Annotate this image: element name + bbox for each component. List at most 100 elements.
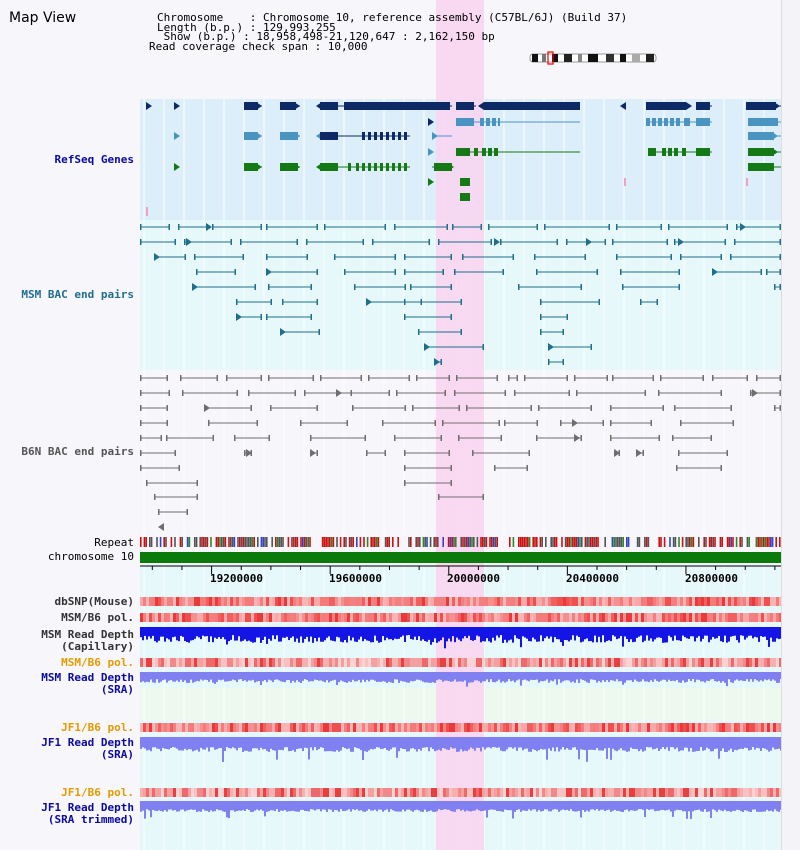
heat-cell xyxy=(605,597,608,606)
heat-cell xyxy=(257,723,260,732)
depth-bar xyxy=(648,737,650,748)
depth-bar xyxy=(666,801,668,811)
depth-bar xyxy=(342,801,344,812)
depth-bar xyxy=(564,737,566,750)
depth-bar xyxy=(560,737,562,750)
depth-bar xyxy=(468,672,470,683)
depth-bar xyxy=(184,737,186,749)
depth-bar xyxy=(570,627,572,640)
depth-bar xyxy=(764,801,766,812)
heat-cell xyxy=(437,723,440,732)
bac-end xyxy=(254,284,256,290)
gene-exon xyxy=(280,132,298,140)
depth-bar xyxy=(490,672,492,680)
bac-end xyxy=(596,269,598,275)
depth-bar xyxy=(554,801,556,810)
depth-bar xyxy=(324,737,326,752)
refseq-genes-label[interactable]: RefSeq Genes xyxy=(54,153,134,166)
heat-cell xyxy=(329,658,332,667)
heat-cell xyxy=(410,788,413,797)
depth-bar xyxy=(376,627,378,641)
depth-bar xyxy=(644,627,646,641)
heat-cell xyxy=(311,658,314,667)
heat-cell xyxy=(380,723,383,732)
depth-bar xyxy=(212,801,214,812)
depth-bar xyxy=(218,627,220,638)
depth-bar xyxy=(444,672,446,681)
depth-bar xyxy=(308,737,310,760)
depth-bar xyxy=(590,801,592,810)
depth-bar xyxy=(436,672,438,681)
heat-cell xyxy=(488,788,491,797)
depth-bar xyxy=(240,801,242,811)
gene-exon xyxy=(320,132,338,140)
depth-bar xyxy=(174,737,176,748)
depth-bar xyxy=(610,672,612,681)
heat-cell xyxy=(257,613,260,622)
bac-end xyxy=(212,224,214,230)
heat-cell xyxy=(446,788,449,797)
depth-bar xyxy=(354,737,356,748)
depth-bar xyxy=(716,672,718,682)
gene-arrow-icon xyxy=(146,102,152,110)
depth-bar xyxy=(498,672,500,680)
repeat-mark xyxy=(685,537,687,547)
heat-cell xyxy=(344,788,347,797)
depth-bar xyxy=(448,672,450,682)
heat-cell xyxy=(299,597,302,606)
depth-bar xyxy=(752,627,754,639)
depth-bar xyxy=(746,672,748,680)
heat-cell xyxy=(683,613,686,622)
bac-end xyxy=(779,224,781,230)
heat-cell xyxy=(572,658,575,667)
heat-cell xyxy=(776,788,779,797)
depth-bar xyxy=(200,801,202,812)
depth-bar xyxy=(526,672,528,681)
depth-bar xyxy=(664,801,666,811)
heat-cell xyxy=(755,597,758,606)
heat-cell xyxy=(206,597,209,606)
heat-cell xyxy=(644,658,647,667)
heat-cell xyxy=(503,613,506,622)
bac-end xyxy=(450,284,452,290)
depth-bar xyxy=(502,801,504,812)
length-info: Length (b.p.) : 129,993,255 xyxy=(157,21,336,34)
b6n-bac-label[interactable]: B6N BAC end pairs xyxy=(21,445,134,458)
chromosome-ideogram[interactable] xyxy=(528,51,660,65)
heat-cell xyxy=(536,723,539,732)
depth-bar xyxy=(278,737,280,750)
depth-bar xyxy=(734,801,736,811)
repeat-mark xyxy=(163,537,165,547)
heat-cell xyxy=(602,597,605,606)
repeat-mark xyxy=(321,537,324,547)
selection-highlight[interactable] xyxy=(436,0,484,850)
heat-cell xyxy=(530,658,533,667)
bac-end xyxy=(448,450,450,456)
depth-bar xyxy=(638,672,640,682)
heat-cell xyxy=(737,658,740,667)
heat-cell xyxy=(743,597,746,606)
heat-cell xyxy=(527,658,530,667)
bac-end xyxy=(362,239,364,245)
bac-end xyxy=(580,435,582,441)
depth-bar xyxy=(736,801,738,810)
repeat-mark xyxy=(689,537,691,547)
heat-cell xyxy=(596,597,599,606)
repeat-mark xyxy=(525,537,527,547)
heat-cell xyxy=(770,613,773,622)
gene-exon xyxy=(320,102,338,110)
heat-cell xyxy=(263,723,266,732)
msm-bac-label[interactable]: MSM BAC end pairs xyxy=(21,288,134,301)
heat-cell xyxy=(182,788,185,797)
repeat-mark xyxy=(480,537,482,547)
heat-cell xyxy=(293,613,296,622)
repeat-mark xyxy=(712,537,714,547)
heat-cell xyxy=(662,788,665,797)
right-scrollbar[interactable] xyxy=(781,0,800,850)
heat-cell xyxy=(443,613,446,622)
depth-bar xyxy=(228,737,230,749)
heat-cell xyxy=(350,613,353,622)
depth-bar xyxy=(672,737,674,748)
repeat-mark xyxy=(703,537,705,547)
